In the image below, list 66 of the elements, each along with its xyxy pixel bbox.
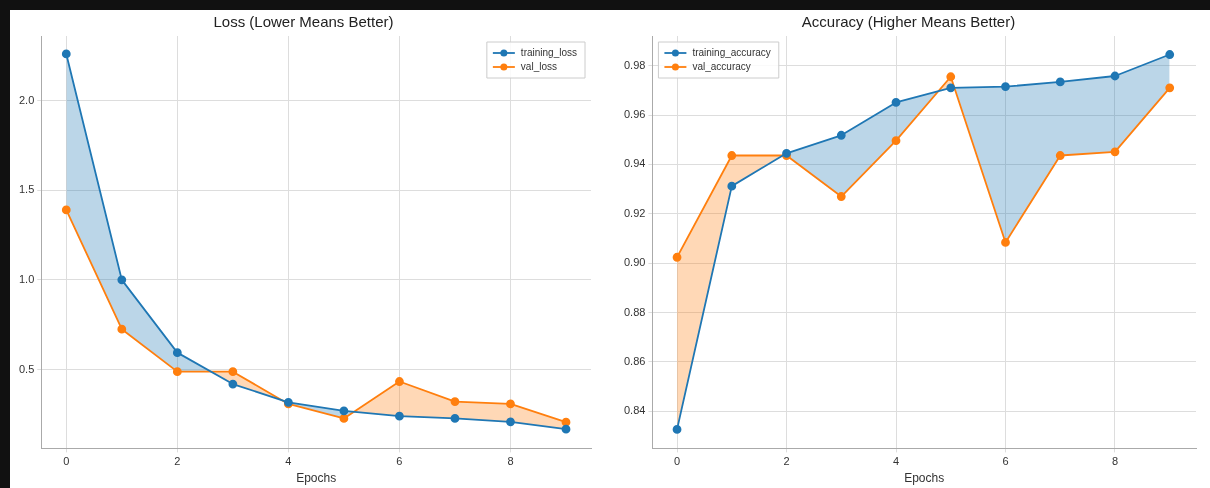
x-tick-label: 0 xyxy=(673,455,681,468)
point xyxy=(561,417,571,427)
chart-title: Loss (Lower Means Better) xyxy=(213,13,394,31)
point xyxy=(172,348,182,358)
point xyxy=(228,367,238,377)
x-axis-title: Epochs xyxy=(904,471,945,486)
x-axis-title: Epochs xyxy=(296,471,337,486)
x-tick-label: 4 xyxy=(892,455,900,468)
legend-label: training_loss xyxy=(520,46,578,58)
x-tick-label: 6 xyxy=(396,455,403,468)
point xyxy=(117,324,127,334)
point xyxy=(1165,50,1175,59)
point xyxy=(395,377,404,386)
x-tick-label: 6 xyxy=(1002,455,1009,468)
point xyxy=(891,98,901,107)
point xyxy=(506,399,515,409)
point xyxy=(836,130,846,140)
point xyxy=(1001,238,1010,247)
point xyxy=(672,252,682,262)
y-tick-label: 0.86 xyxy=(623,355,646,367)
x-tick-label: 8 xyxy=(507,455,514,468)
y-tick-label: 0.84 xyxy=(623,404,646,417)
point xyxy=(1110,71,1120,81)
point xyxy=(672,424,682,434)
y-tick-label: 0.88 xyxy=(623,305,646,318)
point xyxy=(506,417,515,427)
point xyxy=(727,181,737,191)
x-tick-label: 4 xyxy=(285,455,292,468)
x-tick-label: 2 xyxy=(174,455,181,468)
point xyxy=(946,83,956,93)
y-tick-label: 1.0 xyxy=(18,272,35,285)
y-tick-label: 2.0 xyxy=(18,93,35,106)
point xyxy=(61,49,71,59)
y-tick-label: 0.94 xyxy=(623,157,646,170)
y-tick-label: 0.90 xyxy=(623,256,646,269)
point xyxy=(61,205,71,215)
point xyxy=(228,379,238,389)
point xyxy=(1165,83,1175,93)
y-tick-label: 0.96 xyxy=(623,108,646,121)
point xyxy=(946,72,956,82)
point xyxy=(561,424,571,434)
legend-label: val_loss xyxy=(520,60,557,72)
point xyxy=(395,411,404,421)
y-tick-label: 0.5 xyxy=(18,362,35,375)
point xyxy=(117,275,127,285)
x-tick-label: 8 xyxy=(1111,455,1119,468)
x-tick-label: 2 xyxy=(783,455,790,468)
point xyxy=(1110,147,1120,157)
point xyxy=(172,367,182,377)
point xyxy=(1055,151,1065,160)
chart-title: Accuracy (Higher Means Better) xyxy=(801,13,1016,31)
legend-label: training_accuracy xyxy=(692,46,771,58)
point xyxy=(339,406,349,416)
point xyxy=(891,136,901,146)
y-tick-label: 0.98 xyxy=(623,58,646,71)
x-tick-label: 0 xyxy=(63,455,70,468)
point xyxy=(450,397,460,406)
legend-label: val_accuracy xyxy=(692,60,751,72)
point xyxy=(836,192,846,201)
point xyxy=(1001,82,1010,92)
point xyxy=(339,414,349,423)
point xyxy=(1055,77,1065,87)
y-tick-label: 1.5 xyxy=(18,183,35,196)
point xyxy=(727,151,737,160)
point xyxy=(450,414,460,423)
y-tick-label: 0.92 xyxy=(623,206,646,219)
